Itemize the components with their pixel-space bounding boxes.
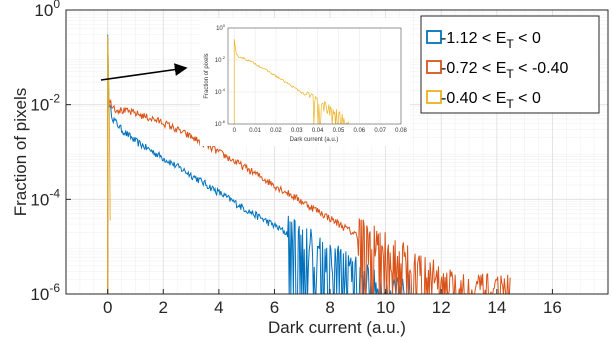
zoom-arrow	[100, 63, 188, 81]
legend: -1.12 < ET < 0 -0.72 < ET < -0.40 -0.40 < …	[420, 15, 600, 114]
series-layer	[107, 34, 511, 294]
legend-label: -0.72 < ET < -0.40	[441, 60, 569, 81]
legend-entries: -1.12 < ET < 0 -0.72 < ET < -0.40 -0.40 < …	[426, 30, 569, 111]
x-tick-label: 14	[487, 298, 506, 317]
y-tick-label: 10-4	[30, 186, 60, 209]
plot-frame	[65, 9, 609, 295]
x-tick-label: 6	[270, 298, 279, 317]
inset-x-tick-label: 0.08	[395, 128, 407, 134]
inset-x-tick-labels: 0 0.01 0.02 0.03 0.04 0.05 0.06 0.07 0.08	[233, 128, 408, 134]
legend-swatch	[426, 60, 442, 74]
inset-series	[233, 39, 349, 124]
axis-ticks	[66, 9, 553, 295]
inset-frame	[227, 27, 402, 125]
inset-background	[200, 18, 410, 146]
inset-y-tick-labels: 10-6 10-4 10-2 100	[215, 23, 226, 128]
series-line	[107, 98, 511, 294]
inset-x-tick-label: 0.07	[374, 128, 386, 134]
y-tick-label: 100	[34, 0, 60, 20]
inset-x-tick-label: 0.06	[353, 128, 365, 134]
legend-box	[420, 15, 600, 114]
inset-y-axis-title: Fraction of pixels	[204, 53, 210, 98]
inset-series-line	[233, 39, 349, 124]
inset-y-tick-label: 10-4	[215, 87, 226, 96]
inset-y-tick-label: 10-2	[215, 55, 226, 64]
inset-x-tick-label: 0.01	[249, 128, 261, 134]
inset-x-tick-label: 0.02	[270, 128, 282, 134]
x-tick-label: 8	[325, 298, 334, 317]
x-tick-label: 0	[103, 298, 112, 317]
inset-x-axis-title: Dark current (a.u.)	[290, 137, 339, 143]
inset-x-tick-label: 0.05	[333, 128, 345, 134]
x-tick-label: 16	[543, 298, 562, 317]
legend-label: -0.40 < ET < 0	[441, 90, 541, 111]
x-tick-labels: 0 2 4 6 8 10 12 14 16	[103, 298, 562, 317]
inset-x-tick-label: 0.03	[291, 128, 303, 134]
legend-swatch	[426, 30, 442, 44]
inset-x-tick-label: 0	[233, 128, 237, 134]
legend-swatch	[426, 90, 442, 104]
series-line	[107, 35, 111, 294]
x-tick-label: 4	[214, 298, 223, 317]
inset-y-tick-label: 100	[216, 23, 226, 32]
y-tick-label: 10-6	[30, 281, 60, 304]
inset-x-tick-label: 0.04	[312, 128, 324, 134]
x-tick-label: 2	[159, 298, 168, 317]
inset-plot: 0 0.01 0.02 0.03 0.04 0.05 0.06 0.07 0.08 10-610…	[200, 18, 410, 146]
y-tick-label: 10-2	[30, 92, 60, 115]
legend-label: -1.12 < ET < 0	[441, 30, 541, 51]
y-tick-labels: 10-6 10-4 10-2 100	[30, 0, 60, 304]
x-tick-label: 12	[432, 298, 451, 317]
x-tick-label: 10	[376, 298, 395, 317]
inset-y-tick-label: 10-6	[215, 119, 226, 128]
y-axis-title: Fraction of pixels	[11, 88, 30, 217]
x-axis-title: Dark current (a.u.)	[268, 318, 406, 337]
